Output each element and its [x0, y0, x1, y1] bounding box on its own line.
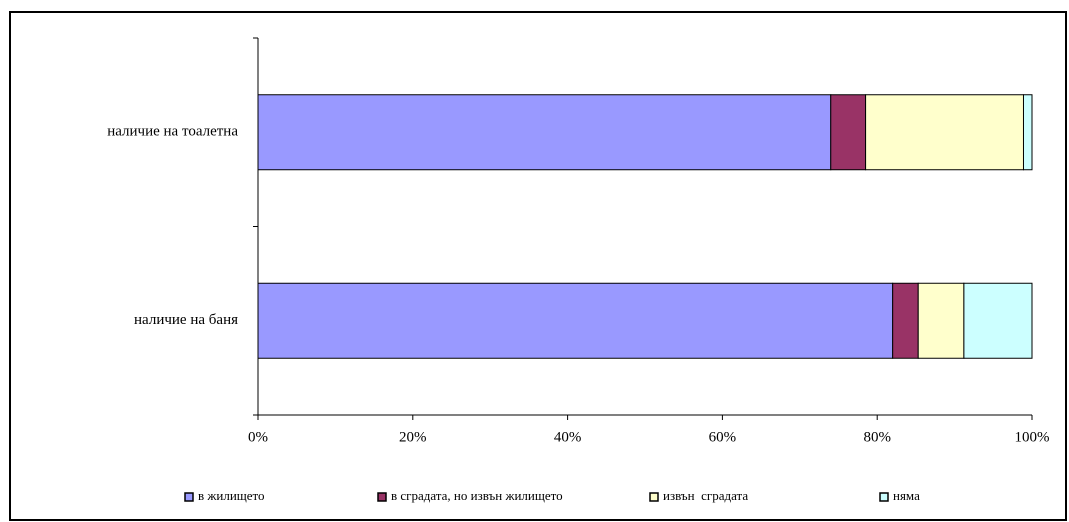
y-tick-label: наличие на баня — [134, 312, 238, 328]
x-tick-label: 40% — [554, 429, 582, 445]
bar-segment — [963, 282, 1033, 359]
legend-label: в сградата, но извън жилището — [391, 488, 563, 503]
x-tick-label: 60% — [709, 429, 737, 445]
x-tick-label: 80% — [863, 429, 891, 445]
legend-swatch — [184, 492, 194, 502]
legend-swatch — [649, 492, 659, 502]
legend-swatch — [377, 492, 387, 502]
bar-segment — [830, 94, 867, 171]
bar-segment — [257, 282, 894, 359]
x-tick-label: 100% — [1015, 429, 1050, 445]
bar-segment — [865, 94, 1024, 171]
bar-segment — [892, 282, 919, 359]
x-tick-label: 0% — [248, 429, 268, 445]
legend-label: няма — [893, 488, 920, 503]
legend-swatch — [879, 492, 889, 502]
y-tick-label: наличие на тоалетна — [107, 124, 238, 140]
legend-label: извън сградата — [663, 488, 748, 503]
bar-segment — [1022, 94, 1033, 171]
chart-frame — [9, 11, 1067, 521]
bar-segment — [917, 282, 965, 359]
x-tick-label: 20% — [399, 429, 427, 445]
bar-segment — [257, 94, 832, 171]
legend-label: в жилището — [198, 488, 265, 503]
